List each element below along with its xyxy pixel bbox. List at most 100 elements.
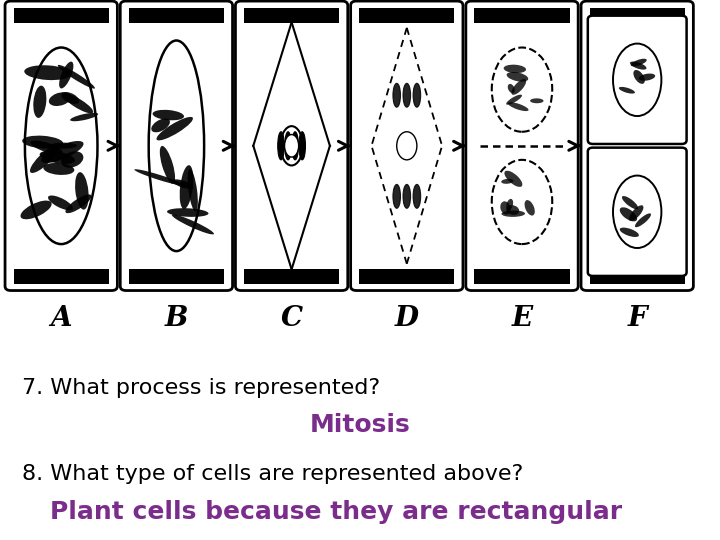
Ellipse shape	[299, 132, 305, 160]
Ellipse shape	[393, 83, 400, 107]
FancyBboxPatch shape	[588, 147, 687, 276]
Text: E: E	[511, 305, 533, 332]
Ellipse shape	[620, 207, 637, 221]
Ellipse shape	[508, 84, 515, 93]
Ellipse shape	[634, 70, 645, 84]
Bar	[14, 268, 109, 284]
Ellipse shape	[278, 132, 284, 160]
Ellipse shape	[393, 184, 400, 208]
Ellipse shape	[135, 169, 185, 186]
Ellipse shape	[20, 200, 52, 219]
Text: 7. What process is represented?: 7. What process is represented?	[22, 378, 379, 398]
Ellipse shape	[33, 86, 46, 118]
Ellipse shape	[506, 199, 513, 211]
Ellipse shape	[500, 201, 510, 214]
Text: D: D	[395, 305, 419, 332]
Bar	[359, 268, 454, 284]
Bar	[474, 8, 570, 23]
Ellipse shape	[22, 136, 63, 148]
Ellipse shape	[25, 48, 97, 244]
Ellipse shape	[507, 72, 528, 82]
Ellipse shape	[508, 102, 528, 111]
Ellipse shape	[506, 94, 522, 105]
Ellipse shape	[403, 83, 410, 107]
Bar	[590, 268, 685, 284]
Ellipse shape	[504, 65, 526, 73]
Ellipse shape	[397, 132, 417, 160]
Ellipse shape	[292, 132, 298, 160]
Text: Mitosis: Mitosis	[310, 413, 410, 437]
Ellipse shape	[492, 48, 552, 132]
FancyBboxPatch shape	[581, 1, 693, 291]
Ellipse shape	[75, 172, 89, 210]
Ellipse shape	[59, 62, 73, 89]
Ellipse shape	[613, 44, 662, 116]
Ellipse shape	[285, 132, 292, 160]
Ellipse shape	[30, 145, 59, 173]
Ellipse shape	[629, 205, 644, 221]
FancyBboxPatch shape	[120, 1, 233, 291]
FancyBboxPatch shape	[5, 1, 117, 291]
Ellipse shape	[153, 110, 184, 120]
FancyBboxPatch shape	[466, 1, 578, 291]
Ellipse shape	[70, 113, 98, 121]
Ellipse shape	[61, 151, 84, 168]
Ellipse shape	[492, 160, 552, 244]
Ellipse shape	[530, 98, 544, 103]
Ellipse shape	[180, 165, 193, 209]
Ellipse shape	[58, 65, 95, 89]
Text: F: F	[627, 305, 647, 332]
Bar	[14, 8, 109, 23]
Ellipse shape	[41, 141, 84, 163]
Ellipse shape	[630, 62, 647, 70]
Bar	[129, 268, 224, 284]
Ellipse shape	[187, 169, 198, 211]
Ellipse shape	[511, 79, 526, 95]
Ellipse shape	[156, 117, 193, 140]
Ellipse shape	[40, 151, 75, 164]
Ellipse shape	[160, 146, 175, 184]
Ellipse shape	[24, 65, 71, 80]
Ellipse shape	[167, 208, 209, 217]
FancyBboxPatch shape	[235, 1, 348, 291]
Ellipse shape	[49, 92, 71, 106]
FancyBboxPatch shape	[588, 16, 687, 144]
Text: 8. What type of cells are represented above?: 8. What type of cells are represented ab…	[22, 464, 523, 484]
Text: C: C	[281, 305, 302, 332]
Bar	[359, 8, 454, 23]
Text: A: A	[50, 305, 72, 332]
Ellipse shape	[61, 92, 79, 104]
Ellipse shape	[151, 118, 170, 132]
Ellipse shape	[173, 179, 194, 189]
Ellipse shape	[43, 163, 74, 175]
Ellipse shape	[525, 200, 535, 215]
Ellipse shape	[635, 213, 651, 227]
Ellipse shape	[281, 126, 302, 165]
Ellipse shape	[505, 171, 522, 187]
Ellipse shape	[501, 179, 513, 184]
Ellipse shape	[48, 195, 73, 210]
Text: B: B	[165, 305, 188, 332]
Ellipse shape	[413, 184, 420, 208]
Bar	[129, 8, 224, 23]
Ellipse shape	[639, 73, 655, 81]
Ellipse shape	[403, 184, 410, 208]
Ellipse shape	[149, 40, 204, 251]
Ellipse shape	[66, 194, 91, 213]
Ellipse shape	[49, 143, 77, 148]
Bar	[244, 8, 339, 23]
Ellipse shape	[172, 214, 214, 234]
FancyBboxPatch shape	[351, 1, 463, 291]
Ellipse shape	[613, 176, 662, 248]
Ellipse shape	[622, 196, 638, 209]
Ellipse shape	[63, 94, 93, 113]
Ellipse shape	[413, 83, 420, 107]
Ellipse shape	[618, 87, 635, 93]
Ellipse shape	[506, 205, 519, 215]
Ellipse shape	[501, 211, 525, 217]
Bar	[244, 268, 339, 284]
Ellipse shape	[631, 59, 647, 66]
Bar	[590, 8, 685, 23]
Ellipse shape	[284, 134, 299, 157]
Ellipse shape	[30, 140, 63, 154]
